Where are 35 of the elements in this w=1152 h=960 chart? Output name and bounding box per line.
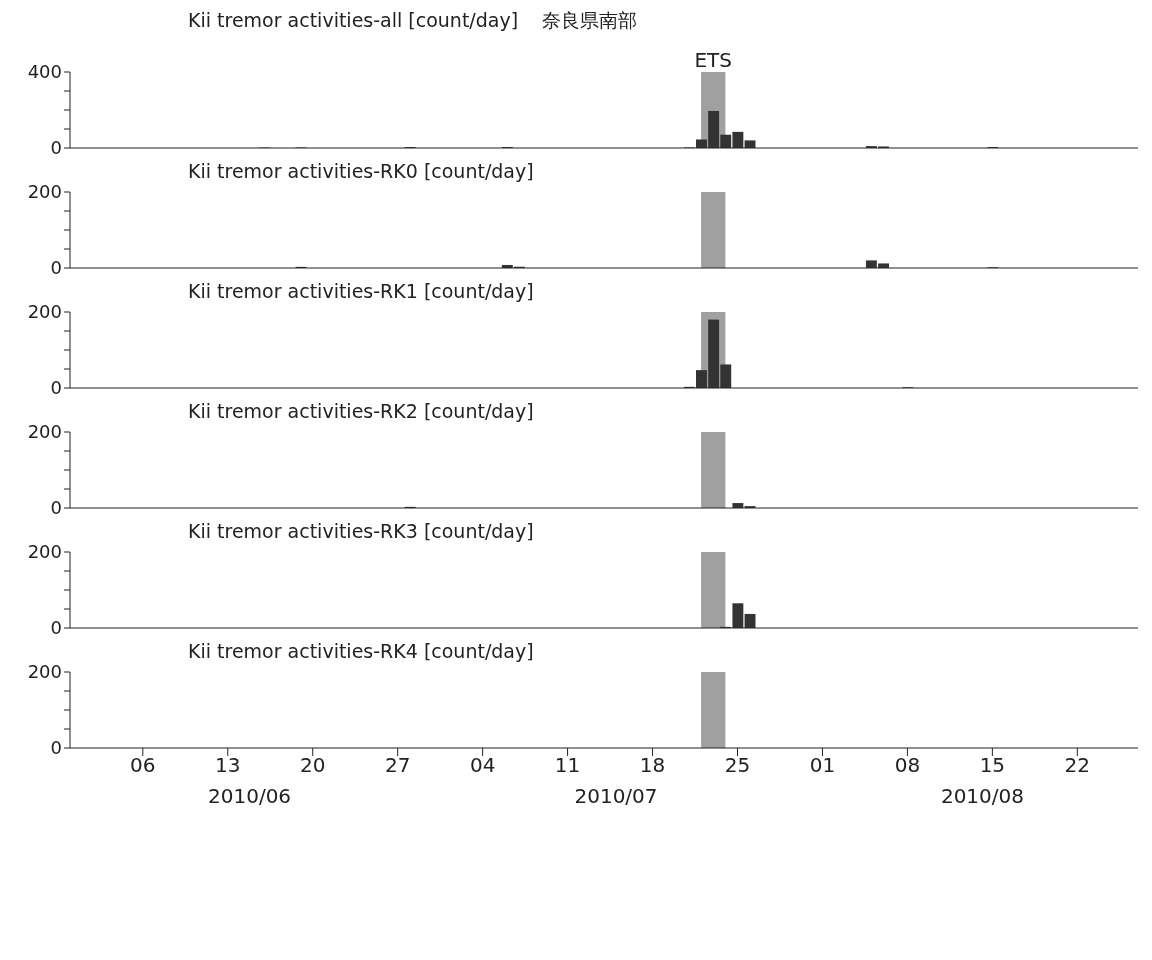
- x-tick-label: 27: [384, 753, 411, 778]
- band-label: ETS: [694, 48, 733, 72]
- text: 2010/06: [208, 784, 292, 810]
- x-tick-label: 13: [215, 753, 241, 778]
- y-tick-label: 0: [50, 737, 62, 759]
- y-tick-label: 200: [27, 541, 62, 563]
- text: 奈良県南部: [542, 9, 638, 31]
- y-tick-label: 200: [27, 421, 62, 443]
- y-tick-label: 200: [27, 181, 62, 203]
- x-tick-label: 04: [469, 753, 496, 778]
- y-tick-label: 0: [50, 497, 62, 519]
- x-tick-label: 22: [1064, 753, 1091, 778]
- y-tick-label: 400: [27, 61, 62, 83]
- x-tick-label: 18: [639, 753, 666, 778]
- chart-title: Kii tremor activities-RK0 [count/day]: [188, 160, 534, 182]
- chart-title: Kii tremor activities-RK1 [count/day]: [188, 280, 534, 302]
- chart-title: Kii tremor activities-RK4 [count/day]: [188, 640, 534, 662]
- x-tick-label: 25: [724, 753, 751, 778]
- y-tick-label: 0: [50, 377, 62, 399]
- y-tick-label: 0: [50, 137, 62, 159]
- y-tick-label: 0: [50, 257, 62, 279]
- x-tick-label: 20: [300, 753, 326, 778]
- x-tick-label: 15: [979, 753, 1006, 778]
- chart-title: Kii tremor activities-RK2 [count/day]: [188, 400, 534, 422]
- x-tick-label: 11: [554, 753, 581, 778]
- text: 2010/07: [574, 784, 658, 810]
- y-tick-label: 200: [27, 661, 62, 683]
- y-tick-label: 200: [27, 301, 62, 323]
- x-tick-label: 08: [894, 753, 921, 778]
- x-tick-label: 06: [130, 753, 156, 778]
- text: 2010/08: [940, 784, 1024, 810]
- y-tick-label: 0: [50, 617, 62, 639]
- chart-title: Kii tremor activities-RK3 [count/day]: [188, 520, 534, 542]
- chart-title: Kii tremor activities-all [count/day]: [188, 9, 519, 31]
- x-tick-label: 01: [809, 753, 836, 778]
